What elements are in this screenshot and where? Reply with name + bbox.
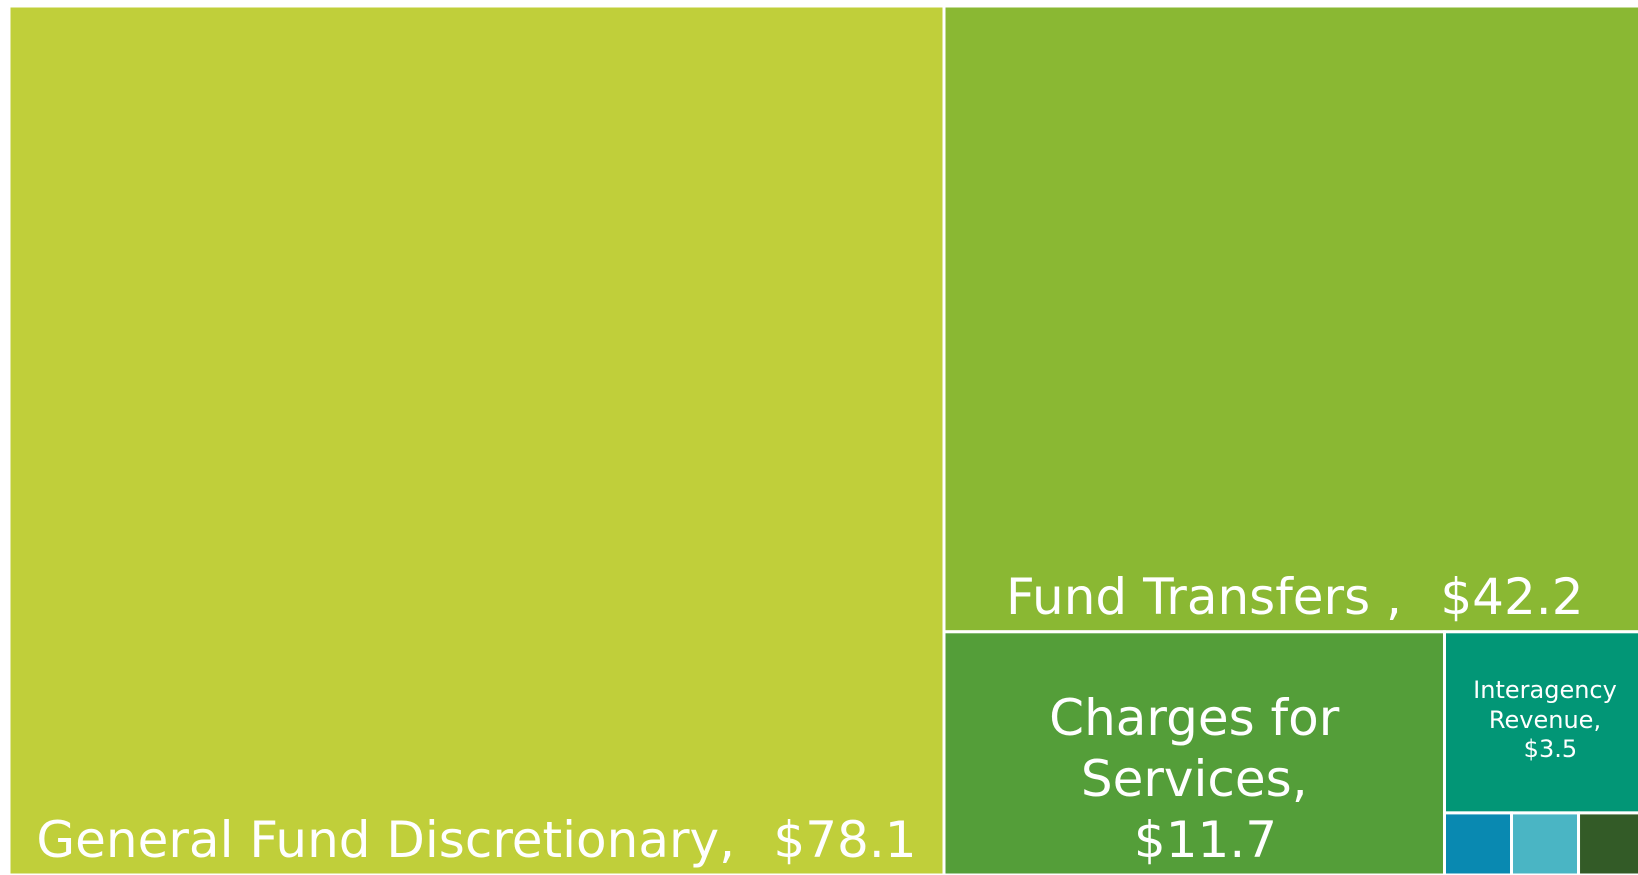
treemap-cell bbox=[7, 4, 946, 875]
category-label: Charges for Services, bbox=[1049, 688, 1340, 808]
treemap-cell bbox=[1442, 630, 1638, 815]
cell-label: General Fund Discretionary, $78.1 bbox=[9, 6, 944, 875]
value-label: $42.2 bbox=[1440, 567, 1584, 626]
category-label: General Fund Discretionary, bbox=[36, 811, 736, 869]
cell-label: Interagency Revenue, $3.5 bbox=[1444, 632, 1638, 813]
treemap-cell bbox=[1442, 811, 1514, 875]
treemap-cell bbox=[1510, 811, 1581, 875]
treemap-cell bbox=[942, 630, 1446, 875]
category-label: Fund Transfers , bbox=[1006, 567, 1402, 626]
treemap-cell bbox=[942, 4, 1638, 634]
treemap-cell bbox=[1577, 811, 1638, 875]
value-label: $3.5 bbox=[1523, 734, 1578, 763]
value-label: $78.1 bbox=[773, 811, 917, 869]
cell-label: Fund Transfers , $42.2 bbox=[944, 6, 1638, 632]
category-label: Interagency Revenue, bbox=[1473, 676, 1617, 734]
cell-label: Charges for Services, $11.7 bbox=[944, 632, 1444, 875]
value-label: $11.7 bbox=[1133, 810, 1278, 869]
